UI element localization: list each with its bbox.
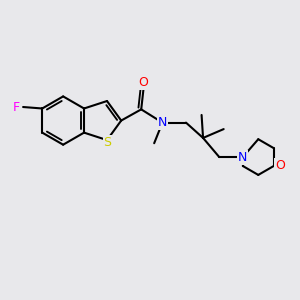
- Text: F: F: [13, 100, 20, 113]
- Text: N: N: [158, 116, 167, 129]
- Text: O: O: [275, 160, 285, 172]
- Text: S: S: [103, 136, 112, 149]
- Text: N: N: [238, 151, 248, 164]
- Text: O: O: [139, 76, 148, 89]
